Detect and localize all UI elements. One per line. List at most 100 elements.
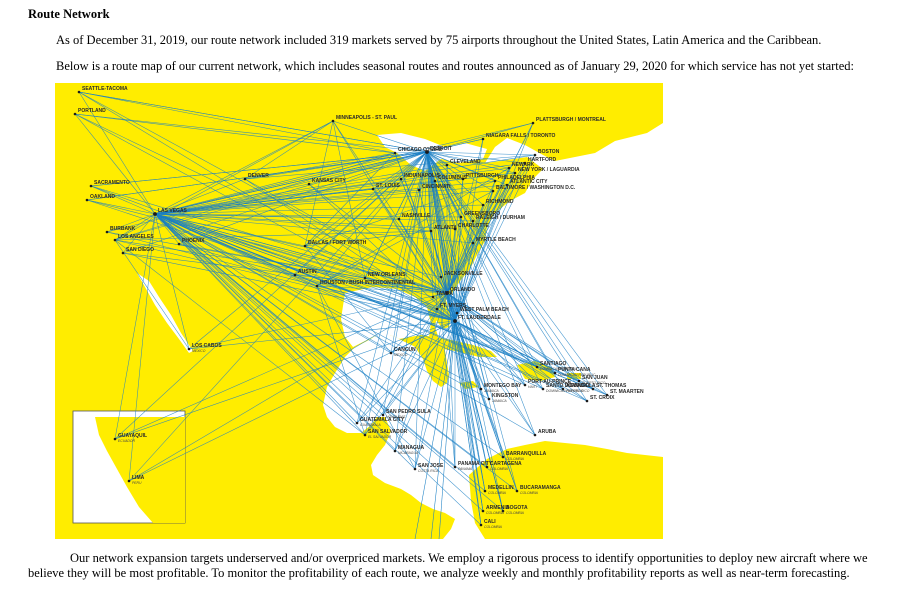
route-line xyxy=(454,320,490,400)
route-line xyxy=(454,320,526,386)
route-line xyxy=(154,152,396,215)
airport-dot xyxy=(89,184,93,188)
airport-label: SAN PEDRO SULA xyxy=(386,409,431,415)
airport-dot xyxy=(505,183,509,187)
route-line xyxy=(426,151,488,468)
airport-label: HOUSTON / BUSH INTERCONTINENTAL xyxy=(320,280,415,286)
route-line xyxy=(304,120,334,247)
airport-dot xyxy=(307,182,311,186)
airport-label: CINCINNATI xyxy=(422,184,451,190)
route-line xyxy=(114,213,156,241)
route-line xyxy=(154,213,580,382)
route-line xyxy=(446,292,484,512)
airport-dot xyxy=(453,319,457,323)
inset-landmass xyxy=(95,417,185,523)
route-line xyxy=(86,199,156,215)
airport-dot xyxy=(481,509,485,513)
airport-dot xyxy=(363,276,367,280)
route-line xyxy=(188,151,428,350)
route-line xyxy=(390,292,448,354)
airport-label: AGUADILLA xyxy=(566,383,596,389)
route-line xyxy=(472,184,508,244)
route-line xyxy=(364,151,428,279)
airport-dot xyxy=(77,90,81,94)
airport-country-label: COLOMBIA xyxy=(506,457,525,461)
airport-dot xyxy=(533,153,537,157)
route-line xyxy=(86,199,448,294)
airport-label: BUCARAMANGA xyxy=(520,485,561,491)
airport-label: NEW ORLEANS xyxy=(368,272,406,278)
airport-dot xyxy=(453,227,457,231)
route-line xyxy=(304,152,396,247)
airport-label: CHARLOTTE xyxy=(458,223,489,229)
airport-label: TAMPA xyxy=(436,291,453,297)
airport-dot xyxy=(483,489,487,493)
airport-country-label: MEXICO xyxy=(394,353,408,357)
airport-label: AUSTIN xyxy=(298,269,317,275)
route-line xyxy=(154,213,518,492)
route-line xyxy=(122,213,156,254)
route-line xyxy=(78,91,396,154)
section-heading: Route Network xyxy=(28,7,110,21)
route-line xyxy=(154,213,486,492)
route-line xyxy=(154,162,526,215)
route-line xyxy=(154,213,504,512)
airport-dot xyxy=(487,397,491,401)
airport-dot xyxy=(471,241,475,245)
route-line xyxy=(154,213,588,402)
florida xyxy=(417,277,451,329)
route-line xyxy=(426,151,516,174)
route-line xyxy=(304,180,496,247)
airport-dot xyxy=(303,244,307,248)
airport-label: NEWARK xyxy=(512,162,535,168)
airport-country-label: COSTA RICA xyxy=(418,469,439,473)
airport-dot xyxy=(481,137,485,141)
route-line xyxy=(398,151,428,220)
route-line xyxy=(154,154,536,215)
airport-country-label: COLOMBIA xyxy=(520,491,539,495)
airport-dot xyxy=(435,307,439,311)
airport-label: NEW YORK / LAGUARDIA xyxy=(518,167,580,173)
route-line xyxy=(128,320,456,482)
airport-label: GUAYAQUIL xyxy=(118,433,147,439)
route-line xyxy=(446,292,588,402)
airport-label: BOSTON xyxy=(538,149,560,155)
airport-label: ATLANTIC CITY xyxy=(510,179,548,185)
route-line xyxy=(316,190,494,287)
route-line xyxy=(154,122,534,215)
airport-label: MANAGUA xyxy=(398,445,424,451)
airport-dot xyxy=(243,177,247,181)
route-line xyxy=(244,152,396,180)
airport-label: PITTSBURGH xyxy=(466,173,499,179)
route-line xyxy=(446,154,536,294)
airport-label: LAS VEGAS xyxy=(158,208,188,214)
route-line xyxy=(154,213,384,416)
airport-label: PORT-AU-PRINCE xyxy=(528,379,572,385)
route-line xyxy=(78,91,428,153)
airport-dot xyxy=(393,151,397,155)
route-line xyxy=(114,152,396,241)
route-line xyxy=(154,183,310,215)
airport-label: ARMENIA xyxy=(486,505,510,511)
airport-dot xyxy=(585,399,589,403)
airport-country-label: HONDURAS xyxy=(386,415,406,419)
airport-label: SAN SALVADOR xyxy=(368,429,408,435)
route-line xyxy=(154,213,536,436)
airport-label: PHILADELPHIA xyxy=(498,175,535,181)
airport-label: ATLANTA xyxy=(434,225,457,231)
airport-country-label: COLOMBIA xyxy=(484,525,503,529)
airport-dot xyxy=(461,177,465,181)
airport-dot xyxy=(445,291,449,295)
airport-label: BURBANK xyxy=(110,226,136,232)
route-line xyxy=(430,320,456,539)
route-line xyxy=(154,213,474,222)
route-line xyxy=(446,216,462,294)
airport-dot xyxy=(501,455,505,459)
route-line xyxy=(122,252,456,322)
route-line xyxy=(426,151,504,512)
airport-label: MYRTLE BEACH xyxy=(476,237,516,243)
airport-label: MONTEGO BAY xyxy=(484,383,522,389)
airport-label: PUNTA CANA xyxy=(558,367,591,373)
airport-dot xyxy=(493,179,497,183)
route-line xyxy=(454,320,588,402)
